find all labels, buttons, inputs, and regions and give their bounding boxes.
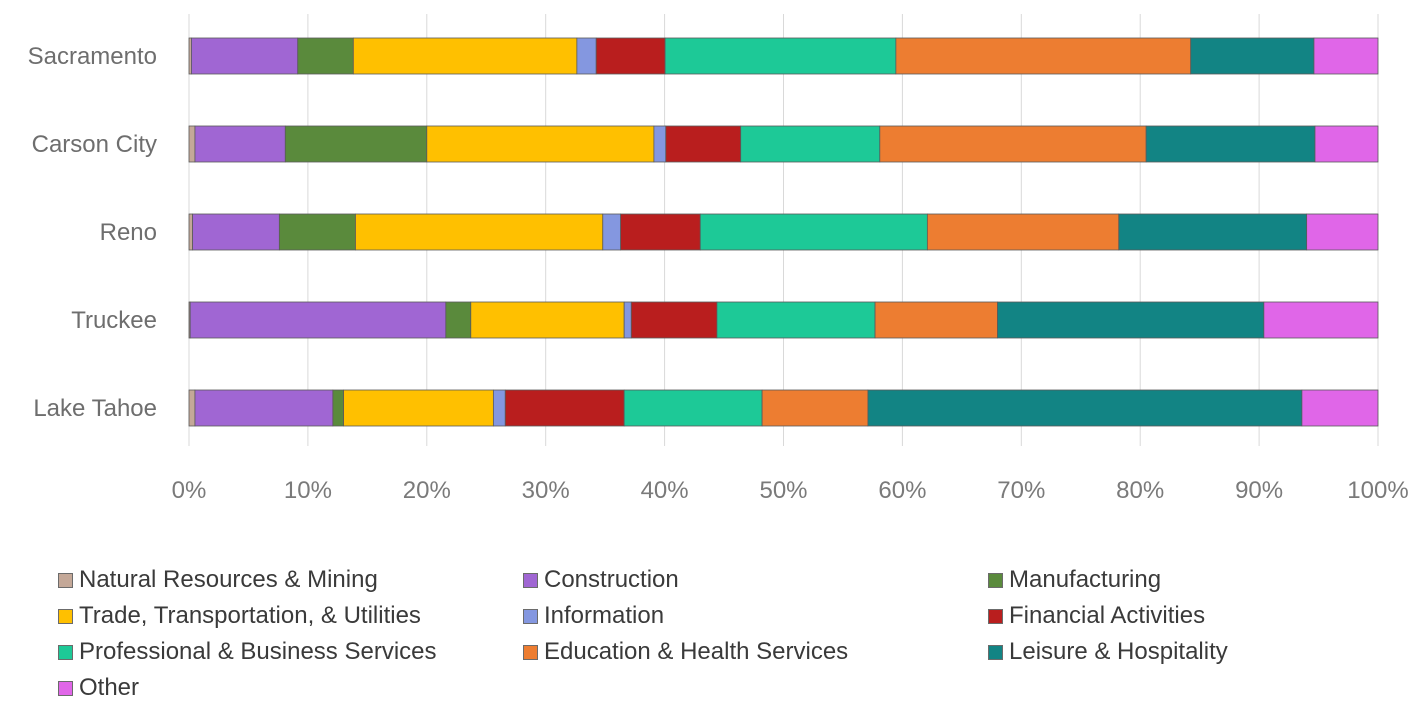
category-labels: Sacramento Carson City Reno Truckee Lake Tah…	[28, 43, 157, 422]
x-tick-label: 20%	[403, 477, 451, 504]
legend-swatch	[988, 644, 1003, 660]
legend-item: Education & Health Services	[523, 634, 988, 670]
bar-segment	[716, 301, 876, 339]
legend-item: Other	[58, 670, 523, 706]
bar-segment	[926, 213, 1120, 251]
bar-segment	[426, 125, 655, 163]
x-tick-label: 80%	[1116, 477, 1164, 504]
bar-segment	[623, 389, 763, 427]
bar-segment	[1145, 125, 1316, 163]
legend-label: Natural Resources & Mining	[79, 566, 378, 593]
bar-segment	[1306, 213, 1379, 251]
bar-segment	[355, 213, 604, 251]
legend-label: Financial Activities	[1009, 602, 1206, 629]
legend-swatch	[988, 608, 1003, 624]
bar-segment	[653, 125, 667, 163]
legend-label: Manufacturing	[1009, 566, 1162, 593]
bar-segment	[192, 213, 280, 251]
x-tick-label: 10%	[284, 477, 332, 504]
bar-segment	[602, 213, 622, 251]
legend-label: Information	[544, 602, 665, 629]
legend: Natural Resources & Mining Construction Ma…	[58, 562, 1378, 702]
legend-label: Other	[79, 674, 140, 701]
bar-segment	[1190, 37, 1315, 75]
legend-item: Trade, Transportation, & Utilities	[58, 598, 523, 634]
bar-segment	[504, 389, 625, 427]
bar-segment	[879, 125, 1147, 163]
bar-segment	[191, 37, 299, 75]
bar-segment	[867, 389, 1303, 427]
x-axis-tick-labels: 0% 10% 20% 30% 40% 50% 60% 70% 80% 90% 100%	[172, 477, 1409, 504]
legend-swatch	[58, 608, 73, 624]
bar-segment	[623, 301, 632, 339]
category-label: Reno	[100, 219, 157, 246]
legend-item: Leisure & Hospitality	[988, 634, 1378, 670]
bar-segment	[352, 37, 578, 75]
legend-item: Natural Resources & Mining	[58, 562, 523, 598]
bar-segment	[740, 125, 881, 163]
legend-swatch	[523, 644, 538, 660]
bar-segment	[188, 389, 196, 427]
bar-segment	[194, 389, 334, 427]
bar-segment	[188, 213, 193, 251]
bar-segment	[895, 37, 1192, 75]
bar-segment	[1263, 301, 1379, 339]
bar-segment	[194, 125, 286, 163]
bar-segment	[699, 213, 928, 251]
legend-swatch	[58, 644, 73, 660]
bar-segment	[595, 37, 666, 75]
bars	[188, 37, 1379, 427]
x-tick-label: 90%	[1235, 477, 1283, 504]
legend-item: Construction	[523, 562, 988, 598]
category-label: Sacramento	[28, 43, 157, 70]
bar-segment	[297, 37, 354, 75]
legend-swatch	[523, 572, 538, 588]
bar-segment	[576, 37, 597, 75]
x-tick-label: 60%	[878, 477, 926, 504]
bar-segment	[278, 213, 356, 251]
x-tick-label: 30%	[522, 477, 570, 504]
x-tick-label: 40%	[641, 477, 689, 504]
legend-label: Trade, Transportation, & Utilities	[79, 602, 421, 629]
x-tick-label: 50%	[759, 477, 807, 504]
bar-segment	[1313, 37, 1379, 75]
bar-segment	[874, 301, 998, 339]
legend-item: Manufacturing	[988, 562, 1378, 598]
category-label: Truckee	[71, 307, 157, 334]
bar-segment	[470, 301, 625, 339]
bar-segment	[761, 389, 869, 427]
bar-segment	[630, 301, 718, 339]
legend-label: Professional & Business Services	[79, 638, 437, 665]
bar-segment	[664, 37, 897, 75]
bar-segment	[620, 213, 701, 251]
bar-segment	[284, 125, 428, 163]
x-tick-label: 100%	[1347, 477, 1408, 504]
legend-swatch	[58, 680, 73, 696]
legend-label: Education & Health Services	[544, 638, 849, 665]
bar-segment	[343, 389, 494, 427]
category-label: Carson City	[32, 131, 157, 158]
bar-segment	[1314, 125, 1379, 163]
legend-item: Professional & Business Services	[58, 634, 523, 670]
bar-segment	[332, 389, 344, 427]
legend-swatch	[58, 572, 73, 588]
bar-segment	[445, 301, 472, 339]
legend-swatch	[988, 572, 1003, 588]
bar-segment	[1301, 389, 1379, 427]
legend-item: Information	[523, 598, 988, 634]
bar-segment	[492, 389, 506, 427]
bar-segment	[1118, 213, 1308, 251]
category-label: Lake Tahoe	[33, 395, 157, 422]
bar-segment	[189, 301, 447, 339]
bar-segment	[188, 125, 196, 163]
legend-label: Construction	[544, 566, 679, 593]
x-tick-label: 70%	[997, 477, 1045, 504]
bar-segment	[665, 125, 742, 163]
legend-swatch	[523, 608, 538, 624]
legend-label: Leisure & Hospitality	[1009, 638, 1228, 665]
legend-item: Financial Activities	[988, 598, 1378, 634]
bar-segment	[997, 301, 1265, 339]
x-tick-label: 0%	[172, 477, 207, 504]
